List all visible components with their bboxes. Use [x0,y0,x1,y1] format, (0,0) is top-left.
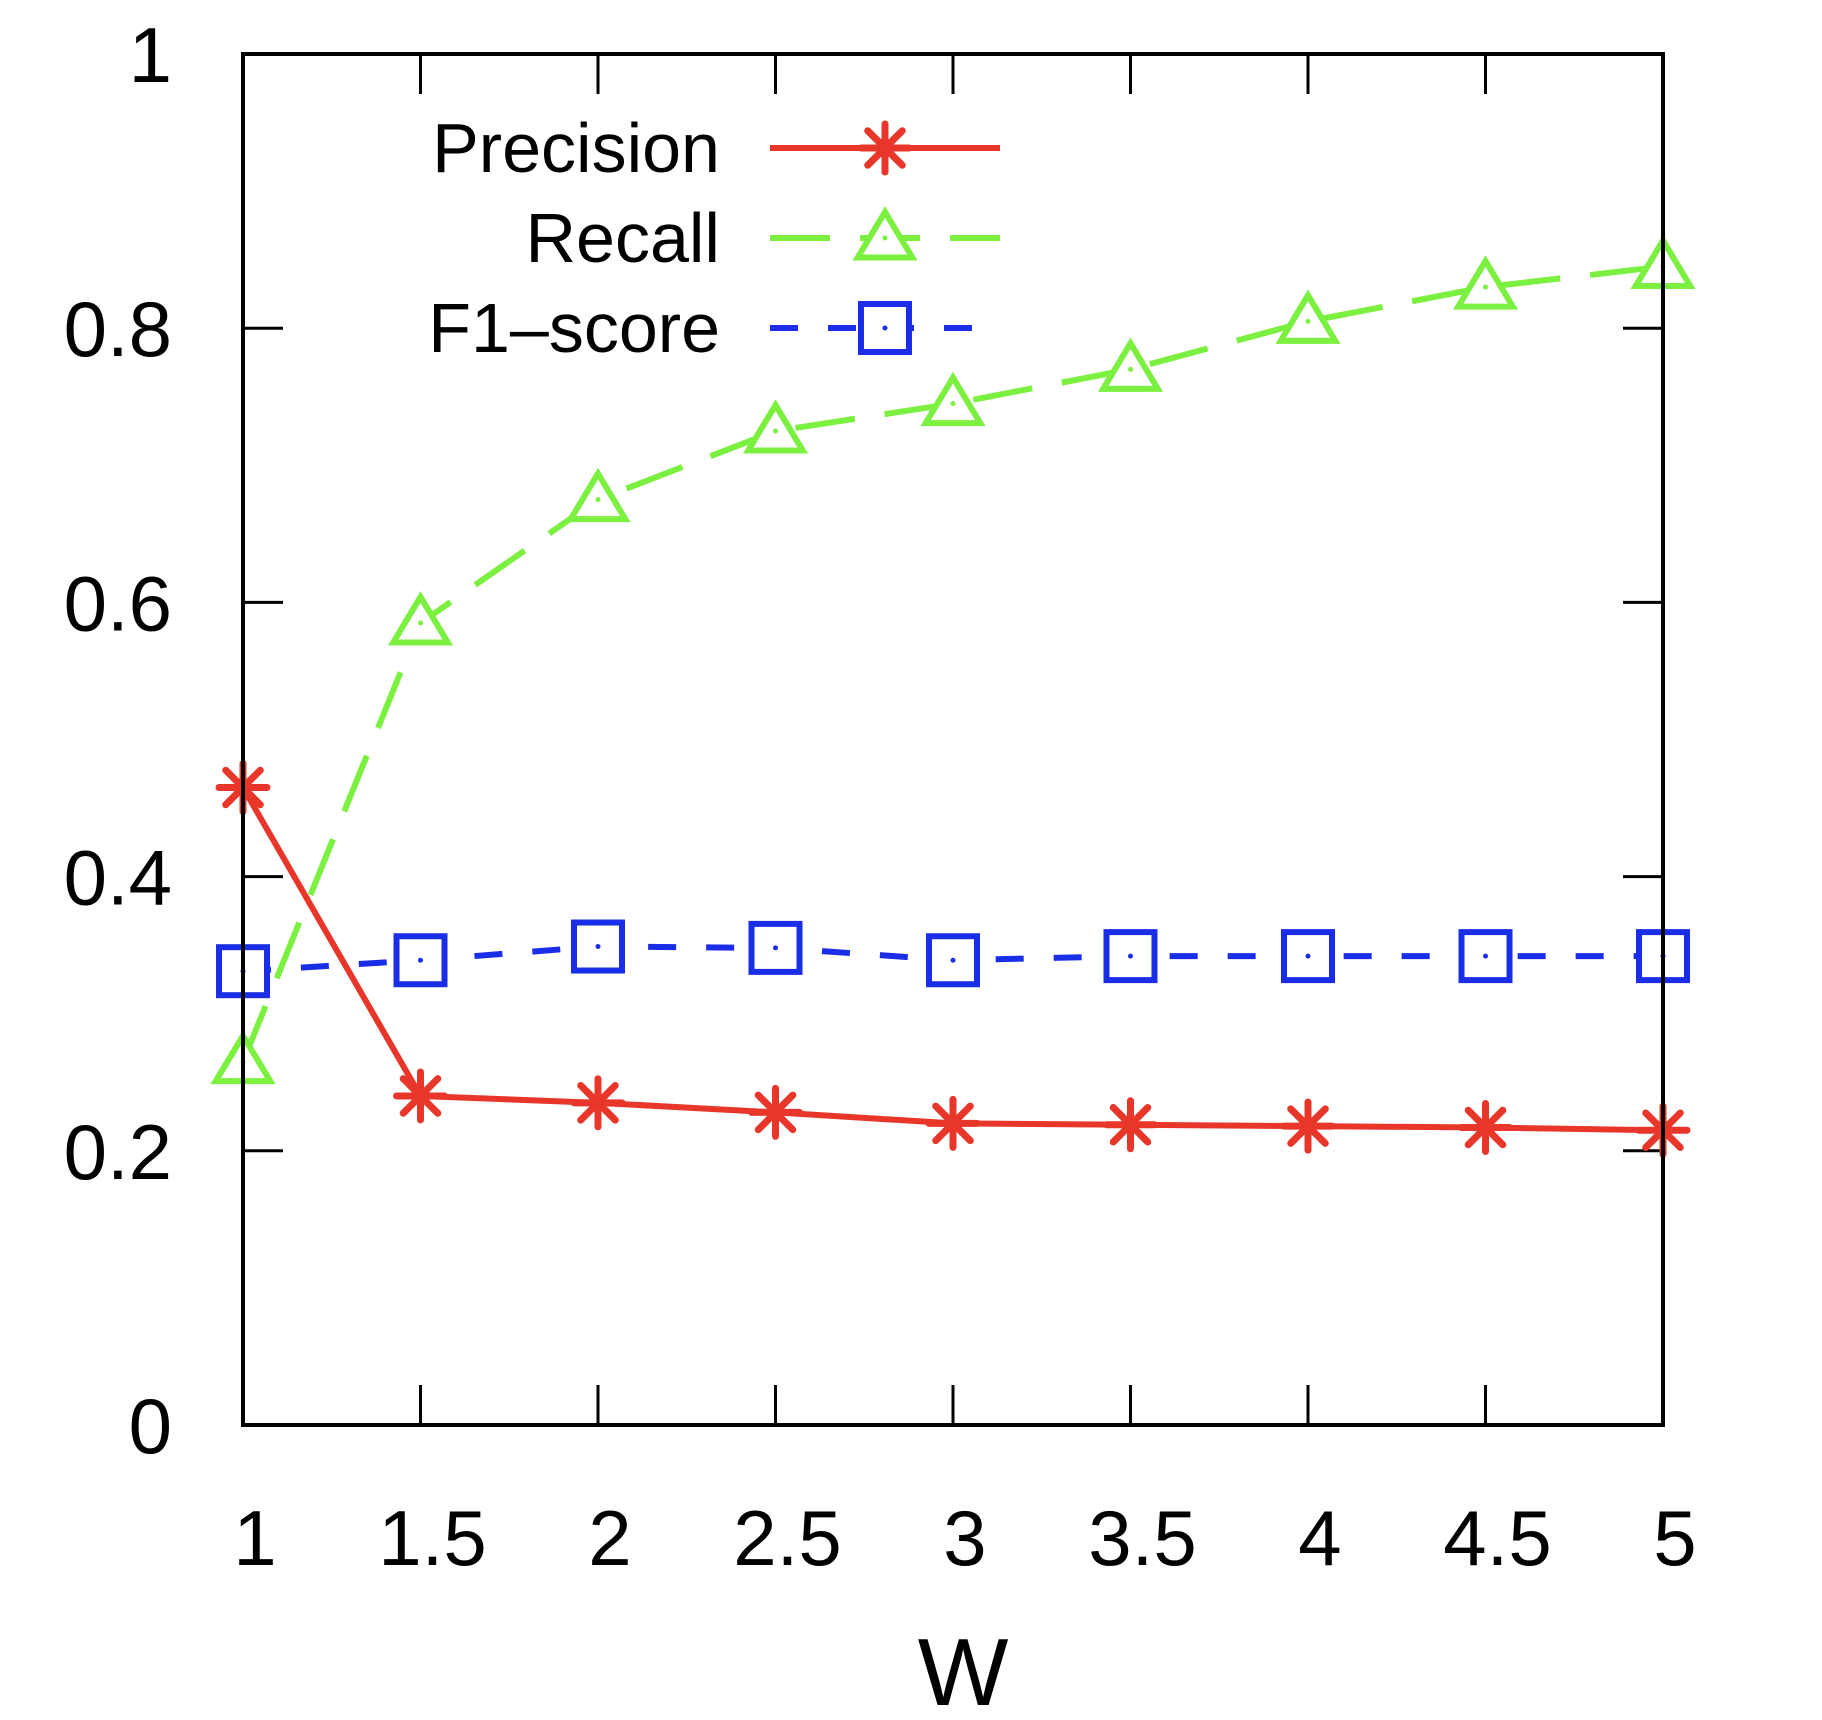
x-tick-label-5: 3.5 [1088,1494,1196,1582]
x-tick-label-0: 1 [233,1494,276,1582]
legend: Precision Recall F1–score [428,109,1000,367]
point-0-1 [393,1068,448,1124]
series-line-1 [240,263,1664,1063]
legend-marker-2 [858,301,912,355]
plot-frame [241,52,1665,1427]
point-1-4 [920,371,986,427]
point-0-5 [1103,1097,1158,1153]
y-tick-label-1: 0.2 [64,1108,172,1196]
point-0-4 [925,1095,981,1151]
point-2-6 [1281,929,1335,984]
x-tick-label-3: 2.5 [733,1494,841,1582]
tick-marks [241,52,1665,1427]
point-1-5 [1097,337,1164,392]
x-axis-tick-labels: 1 1.5 2 2.5 3 3.5 4 4.5 5 [233,1494,1696,1582]
point-0-6 [1280,1098,1336,1154]
point-1-2 [565,467,631,523]
y-tick-label-0: 0 [129,1382,172,1470]
point-0-3 [748,1084,803,1140]
legend-marker-1 [852,206,918,261]
legend-marker-0 [857,120,913,176]
x-tick-label-7: 4.5 [1443,1494,1551,1582]
y-tick-label-3: 0.6 [64,559,172,647]
point-2-2 [571,919,625,974]
x-tick-label-2: 2 [588,1494,631,1582]
x-tick-label-8: 5 [1653,1494,1696,1582]
legend-label-2: F1–score [428,289,720,367]
point-0-7 [1458,1099,1513,1155]
point-2-1 [393,933,448,988]
legend-label-1: Recall [525,199,720,277]
x-tick-label-4: 3 [943,1494,986,1582]
x-tick-label-1: 1.5 [378,1494,486,1582]
point-1-7 [1452,255,1519,310]
series-markers [210,234,1696,1158]
x-axis-title: W [918,1619,1009,1720]
y-tick-label-4: 0.8 [64,285,172,373]
point-2-7 [1458,929,1513,984]
y-tick-label-5: 1 [129,11,172,99]
point-1-1 [387,591,454,646]
x-tick-label-6: 4 [1298,1494,1341,1582]
point-2-3 [748,920,803,975]
y-tick-label-2: 0.4 [64,834,172,922]
point-2-5 [1103,929,1158,984]
point-1-3 [742,399,809,454]
legend-label-0: Precision [432,109,720,187]
point-2-4 [926,933,980,988]
y-axis-tick-labels: 0 0.2 0.4 0.6 0.8 1 [64,11,172,1470]
point-0-2 [570,1075,626,1131]
point-1-6 [1275,289,1341,344]
